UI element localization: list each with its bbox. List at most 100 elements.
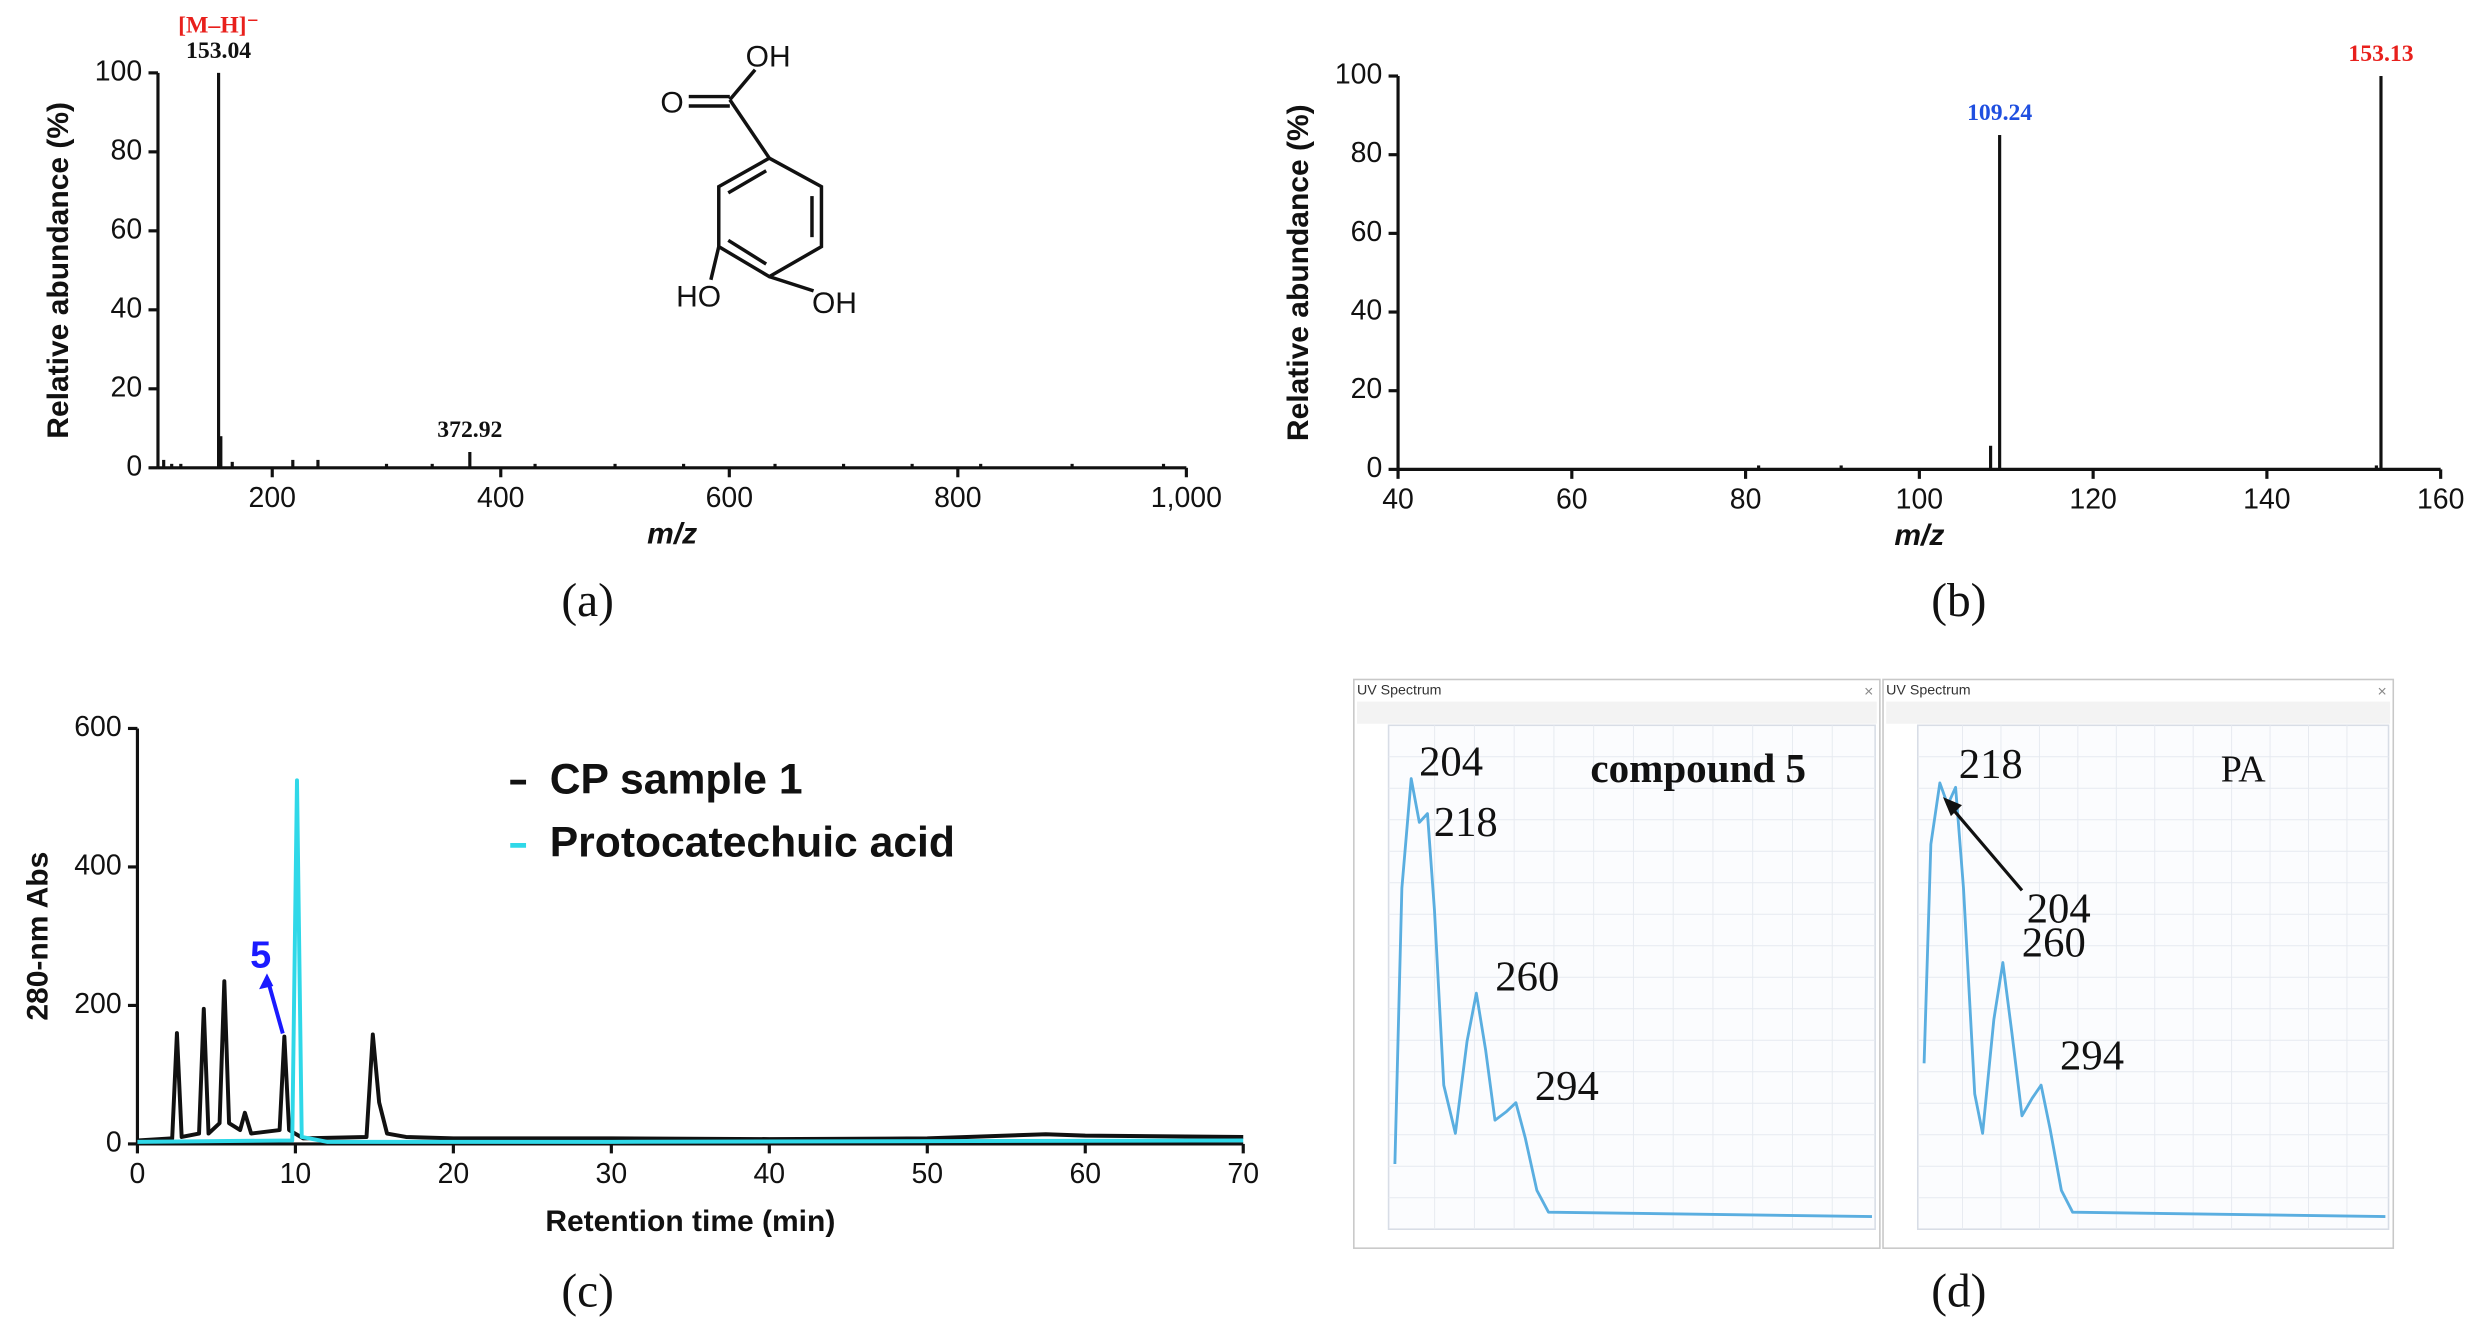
x-tick-label: 10 [280,1158,312,1190]
spectrum-peak [910,463,914,468]
x-tick-label: 70 [1227,1158,1259,1190]
y-tick-label: 0 [106,1126,122,1158]
atom-label: O [660,86,683,119]
x-tick-label: 800 [934,482,981,514]
spectrum-peak [2379,76,2383,470]
screenshot-toolbar [1886,701,2391,724]
x-tick-label: 200 [249,482,296,514]
spectrum-peak [1989,445,1993,470]
y-tick-label: 40 [1351,295,1383,327]
x-tick-label: 50 [911,1158,943,1190]
series-line [1393,777,1872,1219]
panel-label: (d) [1931,1265,1986,1317]
ion-label: [M–H]⁻ [178,12,259,38]
y-tick-label: 60 [111,213,143,245]
arrow-head [259,973,274,990]
spectrum-peak [162,459,166,468]
spectrum-peak [219,436,223,468]
annotation-arrow [266,982,285,1034]
bond [728,68,757,101]
atom-label: HO [676,281,721,314]
x-tick-label: 600 [706,482,753,514]
spectrum-peak [979,463,983,468]
spectrum-peak [316,459,320,468]
x-tick-label: 160 [2417,483,2464,515]
panel-label: (a) [561,575,614,627]
y-tick-label: 0 [1366,452,1382,484]
y-tick-label: 100 [95,55,142,87]
benzene-ring [717,156,824,279]
spectrum-peak [613,463,617,468]
peak-label: 153.04 [186,38,251,64]
arrow-head [1943,797,1962,817]
x-tick-label: 20 [438,1158,470,1190]
annotation-arrow [1948,804,2024,892]
screenshot-toolbar [1356,701,1877,724]
x-tick-label: 60 [1069,1158,1101,1190]
x-tick-label: 40 [1382,483,1414,515]
x-axis-label: Retention time (min) [545,1205,835,1238]
spectrum-peak [170,463,174,468]
peak-wavelength: 204 [2027,885,2091,932]
x-tick-label: 1,000 [1151,482,1222,514]
close-icon: × [1864,683,1873,700]
y-tick-label: 20 [111,371,143,403]
peak-wavelength: 204 [1419,739,1483,786]
y-tick-label: 100 [1335,59,1382,91]
x-tick-label: 400 [477,482,524,514]
spectrum-peak [533,463,537,468]
spectrum-peak [682,463,686,468]
peak-wavelength: 294 [1535,1063,1599,1110]
x-tick-label: 140 [2243,483,2290,515]
panel-label: (c) [561,1265,614,1317]
spectrum-peak [179,463,183,468]
spectrum-peak [1070,463,1074,468]
peak-number: 5 [250,935,271,977]
legend-label: CP sample 1 [550,755,803,803]
x-tick-label: 100 [1896,483,1943,515]
spectrum-peak [216,72,221,468]
atom-label: OH [812,287,857,320]
peak-wavelength: 218 [1959,741,2023,788]
atom-label: OH [746,41,791,74]
peak-label: 109.24 [1967,100,2032,126]
peak-label: 153.13 [2348,41,2413,67]
peak-wavelength: 260 [1495,953,1559,1000]
y-tick-label: 80 [111,134,143,166]
x-tick-label: 60 [1556,483,1588,515]
spectrum-peak [2374,465,2378,470]
spectrum-peak [1839,465,1843,470]
screenshot-title: UV Spectrum [1357,682,1441,698]
spectrum-peak [468,451,472,468]
spectrum-peak [384,463,389,468]
bond [727,169,768,195]
chemical-structure [688,68,824,293]
x-axis-label: m/z [647,518,697,551]
series-line [137,979,1244,1143]
x-tick-label: 40 [754,1158,786,1190]
spectrum-peak [773,463,777,468]
spectrum-peak [291,459,295,468]
compound-label: PA [2221,748,2267,790]
spectrum-peak [1998,135,2002,470]
spectrum-peak [430,463,434,468]
y-tick-label: 400 [74,849,121,881]
compound-label: compound 5 [1590,745,1806,791]
x-tick-label: 30 [596,1158,628,1190]
y-tick-label: 80 [1351,137,1383,169]
y-tick-label: 0 [126,450,142,482]
legend-label: Protocatechuic acid [550,819,955,867]
y-tick-label: 40 [111,292,143,324]
x-axis-label: m/z [1894,519,1944,552]
series-line [137,778,1244,1144]
panel-label: (b) [1931,575,1986,627]
screenshot-title: UV Spectrum [1886,682,1970,698]
peak-wavelength: 294 [2060,1033,2124,1080]
x-tick-label: 0 [130,1158,146,1190]
bond [728,98,771,160]
spectrum-peak [841,463,846,468]
y-tick-label: 600 [74,711,121,743]
spectrum-peak [230,461,234,468]
spectrum-peak [1757,465,1761,470]
